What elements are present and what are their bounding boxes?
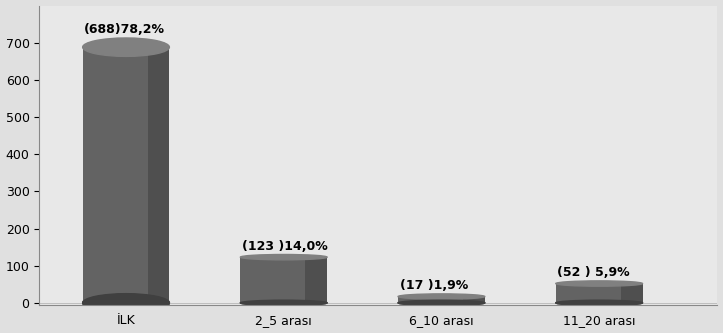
Polygon shape (39, 0, 74, 303)
Ellipse shape (240, 254, 327, 260)
Ellipse shape (82, 294, 169, 312)
Ellipse shape (82, 38, 169, 56)
Text: (123 )14,0%: (123 )14,0% (242, 240, 328, 253)
Text: (52 ) 5,9%: (52 ) 5,9% (557, 266, 630, 279)
Bar (305, 257, 327, 303)
Bar (621, 283, 643, 303)
Ellipse shape (398, 300, 485, 306)
Ellipse shape (398, 300, 485, 306)
Text: (688)78,2%: (688)78,2% (84, 23, 166, 36)
Bar (82, 47, 169, 303)
Bar (240, 257, 327, 303)
Ellipse shape (398, 294, 485, 299)
Polygon shape (39, 243, 723, 303)
Ellipse shape (82, 294, 169, 312)
Ellipse shape (556, 300, 643, 306)
Ellipse shape (240, 300, 327, 306)
Ellipse shape (240, 300, 327, 306)
Bar (463, 297, 485, 303)
Bar (147, 47, 169, 303)
Ellipse shape (556, 281, 643, 286)
Ellipse shape (556, 300, 643, 306)
Bar (398, 297, 485, 303)
Bar (556, 283, 643, 303)
Text: (17 )1,9%: (17 )1,9% (400, 279, 468, 292)
